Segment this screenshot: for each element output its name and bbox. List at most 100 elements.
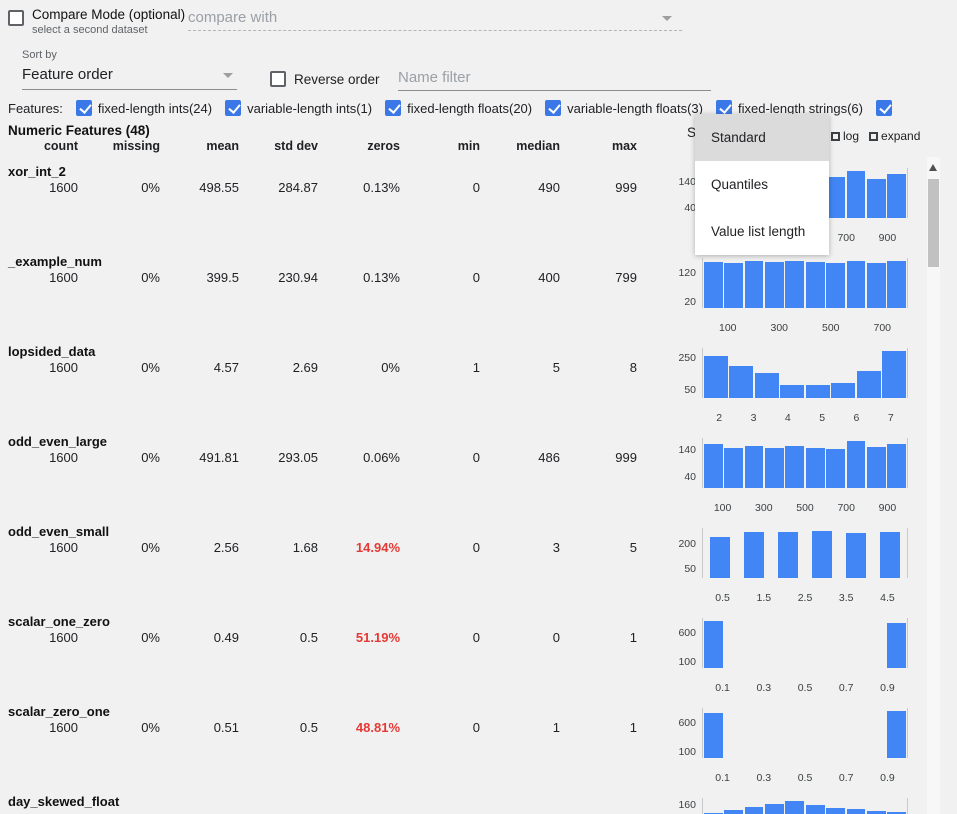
table-row: scalar_one_zero 1600 0% 0.49 0.5 51.19% 0 0 1 600…	[0, 610, 957, 700]
histogram-plot-area	[702, 618, 908, 668]
x-axis-tick: 6	[853, 412, 860, 424]
cell-max: 8	[629, 360, 637, 375]
feature-name: _example_num	[8, 254, 102, 269]
scrollbar-thumb[interactable]	[928, 179, 939, 267]
feature-name: odd_even_large	[8, 434, 107, 449]
menu-item-value-list-length[interactable]: Value list length	[695, 208, 829, 255]
sort-by-select[interactable]: Feature order	[22, 62, 237, 90]
histogram-bar	[729, 366, 754, 398]
column-header-missing: missing	[112, 139, 160, 153]
x-axis: 0.5 1.5 2.5 3.5 4.5	[702, 592, 908, 604]
x-axis-tick: 300	[770, 322, 789, 334]
table-row: scalar_zero_one 1600 0% 0.51 0.5 48.81% 0 1 1 600…	[0, 700, 957, 790]
histogram-bar	[826, 808, 846, 814]
histogram-bar	[744, 532, 764, 578]
histogram-plot-area	[702, 438, 908, 488]
x-axis-tick: 100	[718, 322, 737, 334]
feature-type-checkbox[interactable]	[385, 100, 402, 116]
cell-missing: 0%	[141, 720, 160, 735]
cell-median: 490	[538, 180, 560, 195]
column-header-mean: mean	[206, 139, 239, 153]
log-toggle[interactable]: log	[831, 129, 859, 143]
table-row: odd_even_small 1600 0% 2.56 1.68 14.94% 0 3 5 200…	[0, 520, 957, 610]
name-filter-input[interactable]	[398, 64, 711, 90]
feature-histogram: 250 50 2 3 4 5 6 7	[648, 340, 920, 430]
feature-type-checkbox[interactable]	[545, 100, 562, 116]
compare-with-input[interactable]	[188, 4, 682, 30]
x-axis-tick: 4	[784, 412, 791, 424]
column-header-zeros: zeros	[367, 139, 400, 153]
x-axis-tick: 0.5	[715, 592, 730, 604]
x-axis-tick: 900	[878, 502, 897, 514]
log-checkbox-icon	[831, 131, 840, 141]
feature-histogram: 600 100 0.1 0.3 0.5 0.7 0.9	[648, 700, 920, 790]
compare-mode-sublabel: select a second dataset	[32, 24, 148, 36]
feature-type-checkbox[interactable]	[225, 100, 242, 116]
x-axis-tick: 3	[750, 412, 757, 424]
reverse-order-checkbox[interactable]	[270, 71, 286, 87]
cell-missing: 0%	[141, 540, 160, 555]
cell-missing: 0%	[141, 180, 160, 195]
vertical-scrollbar[interactable]	[927, 157, 940, 814]
sort-by-label: Sort by	[22, 49, 57, 61]
histogram-bar	[778, 532, 798, 578]
y-axis-tick: 250	[678, 352, 696, 365]
cell-median: 400	[538, 270, 560, 285]
feature-type-checkbox[interactable]	[875, 100, 892, 116]
cell-std_dev: 0.5	[299, 630, 318, 645]
cell-median: 3	[552, 540, 560, 555]
x-axis-tick: 5	[819, 412, 826, 424]
column-header-count: count	[43, 139, 78, 153]
feature-type-filter[interactable]: variable-length ints(1)	[225, 100, 372, 116]
y-axis-tick: 140	[678, 175, 696, 188]
chart-type-menu: Standard Quantiles Value list length	[695, 114, 829, 255]
histogram-bar	[856, 371, 881, 398]
x-axis-tick: 100	[713, 502, 732, 514]
x-axis-tick: 1.5	[756, 592, 772, 604]
cell-max: 5	[629, 540, 637, 555]
x-axis: 100 300 500 700	[702, 322, 908, 334]
reverse-order-toggle[interactable]: Reverse order	[270, 71, 380, 87]
feature-type-filter[interactable]: fixed-length ints(24)	[75, 100, 212, 116]
x-axis-tick: 0.3	[756, 772, 772, 784]
column-header-std-dev: std dev	[274, 139, 318, 153]
cell-zeros: 0.06%	[363, 450, 400, 465]
x-axis-tick: 0.7	[838, 772, 854, 784]
cell-mean: 2.56	[213, 540, 239, 555]
cell-zeros: 0.13%	[363, 270, 400, 285]
expand-toggle[interactable]: expand	[869, 129, 920, 143]
x-axis-tick: 0.7	[838, 682, 854, 694]
y-axis-tick: 120	[678, 267, 696, 280]
feature-histogram: 600 100 0.1 0.3 0.5 0.7 0.9	[648, 610, 920, 700]
cell-max: 999	[615, 180, 637, 195]
log-label: log	[843, 129, 860, 143]
compare-mode-checkbox[interactable]	[8, 10, 24, 26]
x-axis-tick: 0.1	[715, 772, 730, 784]
y-axis-tick: 100	[678, 746, 696, 759]
feature-type-checkbox[interactable]	[75, 100, 92, 116]
feature-type-label: fixed-length floats(20)	[407, 100, 533, 116]
table-row: _example_num 1600 0% 399.5 230.94 0.13% 0 400 79…	[0, 250, 957, 340]
histogram-bar	[710, 537, 730, 578]
histogram-bar	[866, 263, 886, 308]
table-row: odd_even_large 1600 0% 491.81 293.05 0.06% 0 48…	[0, 430, 957, 520]
feature-histogram: 120 20 100 300 500 700	[648, 250, 920, 340]
scroll-up-arrow-icon[interactable]	[929, 164, 937, 171]
y-axis: 250 50	[648, 340, 698, 400]
histogram-bar	[744, 261, 764, 308]
feature-type-filter[interactable]: fixed-length floats(20)	[385, 100, 532, 116]
x-axis: 0.1 0.3 0.5 0.7 0.9	[702, 682, 908, 694]
x-axis-tick: 500	[821, 322, 840, 334]
feature-type-filter[interactable]: variable-length floats(3)	[545, 100, 703, 116]
cell-mean: 0.49	[213, 630, 239, 645]
cell-mean: 0.51	[213, 720, 239, 735]
menu-item-quantiles[interactable]: Quantiles	[695, 161, 829, 208]
cell-mean: 498.55	[199, 180, 239, 195]
feature-type-filter[interactable]	[875, 100, 892, 116]
cell-mean: 4.57	[213, 360, 239, 375]
x-axis-tick: 0.5	[797, 772, 813, 784]
column-header-median: median	[516, 139, 560, 153]
menu-item-standard[interactable]: Standard	[695, 114, 829, 161]
chevron-down-icon	[223, 73, 233, 78]
y-axis-tick: 200	[678, 537, 696, 550]
